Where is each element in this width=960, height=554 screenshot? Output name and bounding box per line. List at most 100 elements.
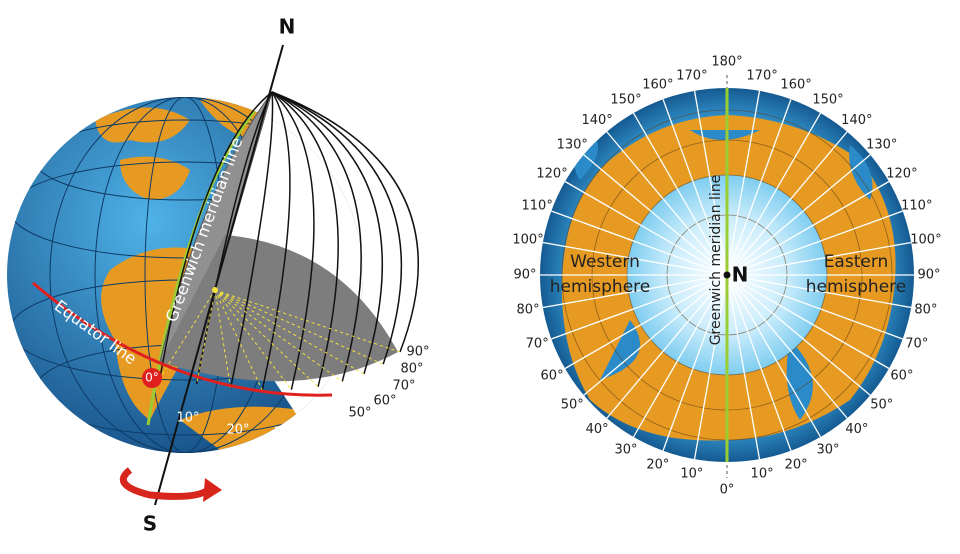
- degree-label: 90°: [513, 268, 536, 283]
- shape: [212, 287, 218, 293]
- degree-label: 20°: [785, 457, 808, 472]
- meridian-spoke: [726, 274, 822, 438]
- north-label: N: [279, 15, 296, 39]
- meridian-arc: [271, 91, 315, 390]
- meridian-spoke: [726, 274, 903, 340]
- degree-label: 50°: [348, 406, 371, 421]
- left-globe: N S Greenwich meridian line Equator line…: [7, 15, 430, 536]
- degree-label: 140°: [841, 113, 872, 128]
- meridian-spoke: [726, 99, 792, 276]
- meridian-arc: [271, 91, 383, 375]
- degree-label: 130°: [557, 138, 588, 153]
- degree-label: 120°: [536, 167, 567, 182]
- meridian-spoke: [583, 154, 728, 276]
- ray: [159, 289, 216, 379]
- degree-label: 40°: [314, 421, 337, 436]
- degree-label: 60°: [541, 369, 564, 384]
- degree-label: 10°: [680, 466, 703, 481]
- degree-label: 90°: [917, 268, 940, 283]
- meridian-label: Greenwich meridian line: [708, 175, 724, 346]
- shape: [154, 44, 284, 506]
- degree-label: 60°: [373, 394, 396, 409]
- meridian-spoke: [726, 274, 792, 451]
- meridian-spoke: [726, 154, 871, 276]
- ray: [214, 289, 232, 389]
- degree-label: 20°: [226, 423, 249, 438]
- degree-label: 70°: [905, 337, 928, 352]
- degree-label: 20°: [646, 457, 669, 472]
- degree-label: 50°: [870, 397, 893, 412]
- degree-label: 160°: [780, 78, 811, 93]
- hemisphere-label: Eastern: [824, 252, 889, 272]
- meridian-spoke: [606, 131, 728, 276]
- meridian-spoke: [542, 241, 728, 276]
- degree-label: 180°: [711, 55, 742, 70]
- group: [159, 289, 401, 391]
- meridian-spoke: [726, 180, 890, 276]
- meridian-arc: [271, 91, 403, 365]
- ray: [214, 289, 263, 391]
- meridian-spoke: [632, 274, 728, 438]
- meridian-spoke: [726, 274, 848, 419]
- meridian-spoke: [726, 131, 848, 276]
- hemisphere-label: hemisphere: [550, 277, 650, 297]
- meridian-spoke: [726, 274, 890, 370]
- shape: [723, 271, 731, 279]
- meridian-spoke: [726, 274, 761, 460]
- meridian-spoke: [542, 274, 728, 309]
- degree-label: 30°: [614, 442, 637, 457]
- shape: [95, 107, 190, 143]
- meridian-arc: [271, 91, 339, 387]
- meridian-spoke: [726, 274, 871, 396]
- meridian-spoke: [726, 274, 912, 309]
- shape: [159, 91, 273, 363]
- meridian-arc: [271, 91, 362, 382]
- degree-label: 140°: [581, 113, 612, 128]
- degree-label: 0°: [720, 483, 735, 498]
- degree-label: 40°: [586, 422, 609, 437]
- meridian-spoke: [606, 274, 728, 419]
- degree-label: 100°: [512, 232, 543, 247]
- degree-label: 90°: [406, 345, 429, 360]
- meridian-spoke: [693, 90, 728, 276]
- degree-label: 80°: [914, 303, 937, 318]
- meridian-spoke: [551, 210, 728, 276]
- degree-label: 170°: [676, 69, 707, 84]
- meridian-spoke: [632, 112, 728, 276]
- degree-label: 150°: [610, 93, 641, 108]
- ray: [214, 289, 401, 353]
- meridian-spoke: [726, 112, 822, 276]
- origin-label: 0°: [145, 371, 159, 385]
- ray: [196, 289, 216, 385]
- shape: [119, 467, 213, 500]
- pole-label: N: [732, 263, 749, 287]
- hemisphere-label: hemisphere: [806, 277, 906, 297]
- meridian-spoke: [662, 99, 728, 276]
- ray: [214, 289, 365, 375]
- degree-label: 30°: [816, 442, 839, 457]
- degree-label: 60°: [890, 369, 913, 384]
- degree-label: 160°: [642, 78, 673, 93]
- degree-label: 80°: [400, 362, 423, 377]
- meridian-spoke: [726, 241, 912, 276]
- meridian-spoke: [662, 274, 728, 451]
- meridian-arc: [271, 91, 419, 353]
- degree-label: 130°: [866, 138, 897, 153]
- degree-label: 150°: [812, 93, 843, 108]
- south-label: S: [143, 512, 157, 536]
- degree-label: 70°: [392, 379, 415, 394]
- meridian-spoke: [564, 180, 728, 276]
- meridian-arc: [229, 91, 274, 389]
- shape: [120, 156, 190, 200]
- degree-label: 50°: [561, 397, 584, 412]
- meridian-spoke: [551, 274, 728, 340]
- right-globe: N Greenwich meridian line 180° 0° Wester…: [512, 55, 941, 498]
- degree-label: 110°: [522, 198, 553, 213]
- hemisphere-label: Western: [570, 252, 640, 272]
- degree-label: 30°: [273, 426, 296, 441]
- degree-label: 70°: [526, 337, 549, 352]
- degree-label: 10°: [176, 411, 199, 426]
- ray: [214, 289, 384, 365]
- degree-label: 110°: [901, 198, 932, 213]
